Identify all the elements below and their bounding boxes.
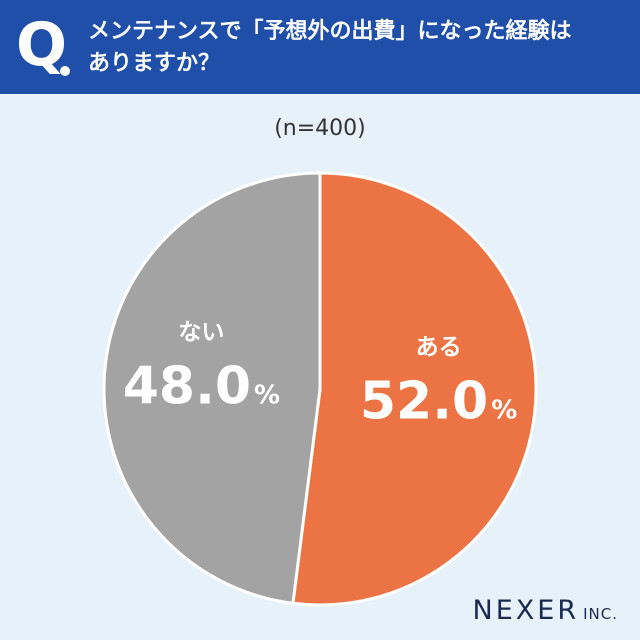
brand-logo: NEXER INC. (473, 595, 618, 626)
brand-name: NEXER (472, 595, 580, 626)
slice-category-label: ない (178, 320, 224, 346)
slice-value-label: 48.0% (123, 357, 280, 417)
slice-value-label: 52.0% (360, 371, 517, 431)
question-line-2: ありますか？ (88, 51, 221, 76)
question-text: メンテナンスで「予想外の出費」になった経験は ありますか？ (88, 16, 628, 80)
q-dot (60, 66, 70, 76)
pie-slice-0 (291, 171, 538, 607)
question-line-1: メンテナンスで「予想外の出費」になった経験は (88, 19, 572, 44)
question-header: Q メンテナンスで「予想外の出費」になった経験は ありますか？ (0, 0, 640, 94)
q-mark: Q (16, 10, 68, 80)
brand-suffix: INC. (583, 605, 618, 623)
slice-category-label: ある (416, 334, 462, 360)
pie-slice-1 (102, 171, 322, 605)
sample-size-label: (n=400) (274, 116, 366, 141)
